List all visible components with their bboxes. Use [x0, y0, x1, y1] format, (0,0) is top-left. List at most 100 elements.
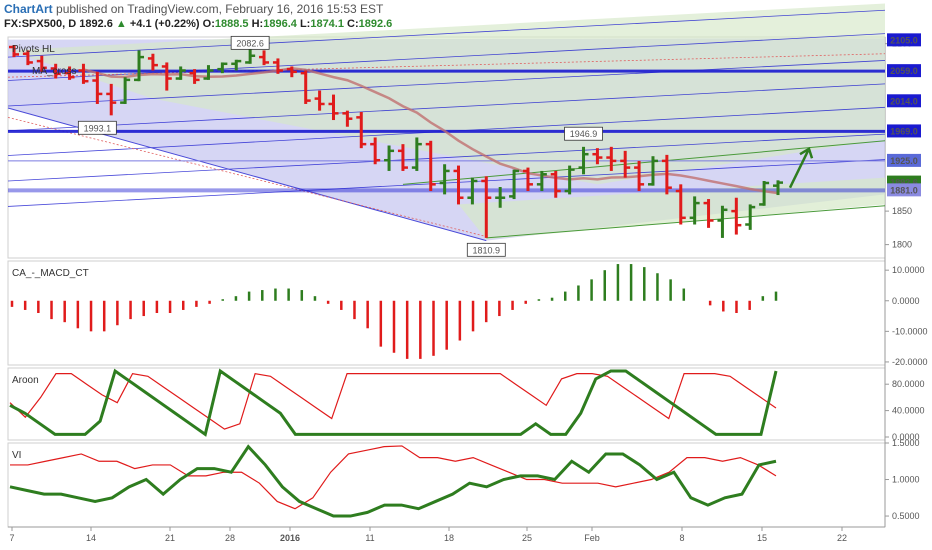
pivot-label: 1946.9 [570, 129, 598, 139]
ohlc-bar [134, 50, 145, 82]
ohlc-bar [773, 180, 783, 196]
ohlc-bar [245, 47, 256, 64]
ohlc-bar [384, 145, 395, 171]
time-axis-label: 14 [86, 533, 96, 543]
ohlc-bar [203, 65, 214, 80]
price-badge [887, 94, 921, 108]
brand-logo[interactable]: ChartArt [4, 2, 53, 16]
aroon-axis-label: 0.0000 [892, 432, 920, 442]
ohlc-bar [147, 53, 158, 71]
channel-line [7, 9, 886, 58]
ohlc-bar [495, 187, 506, 208]
moving-average-line [83, 66, 779, 195]
time-axis-label: 2016 [280, 533, 300, 543]
ohlc-bar [286, 66, 297, 78]
symbol-label: FX:SPX500, D [4, 18, 77, 30]
ohlc-bar [647, 156, 658, 186]
ohlc-bar [550, 170, 561, 198]
pivot-label: 1993.1 [84, 123, 112, 133]
ohlc-bar [703, 199, 714, 228]
time-axis-label: 7 [9, 533, 14, 543]
ohlc-bar [509, 169, 520, 200]
high-label: H: [251, 18, 264, 30]
ohlc-bar [189, 69, 200, 84]
channel-line [7, 133, 886, 182]
time-axis-label: 25 [522, 533, 532, 543]
ohlc-bar [689, 196, 700, 225]
ohlc-bar [592, 148, 603, 165]
ohlc-bar [634, 160, 645, 192]
change-value: +4.1 (+0.22%) [129, 18, 200, 30]
time-axis-label: 22 [837, 533, 847, 543]
vi-minus-line [10, 445, 777, 510]
ohlc-bar [64, 66, 75, 80]
price-axis-label: 1800 [892, 240, 912, 250]
ohlc-bar [439, 164, 450, 195]
pivot-label-box [77, 120, 117, 135]
macd-axis-label: 10.0000 [892, 265, 925, 275]
ohlc-bar [78, 63, 89, 84]
ohlc-bar [356, 112, 367, 149]
ohlc-bar [9, 45, 19, 58]
ohlc-bar [578, 146, 589, 175]
vi-axis-label: 1.0000 [892, 475, 920, 485]
ohlc-bar [22, 50, 33, 66]
ohlc-bar [620, 150, 631, 178]
ohlc-bar [675, 184, 686, 225]
ohlc-bar [731, 197, 742, 235]
ohlc-bar [161, 62, 172, 91]
price-badge-label: 2105.0 [890, 35, 918, 45]
macd-axis-label: -20.0000 [892, 357, 928, 367]
aroon-pane-title: Aroon [12, 375, 39, 386]
aroon-axis-label: 40.0000 [892, 406, 925, 416]
ohlc-bar [536, 170, 547, 192]
aroon-down-line [9, 368, 778, 437]
green-channel-fill [8, 3, 885, 185]
ohlc-bar [522, 167, 533, 192]
time-axis-label: Feb [584, 533, 600, 543]
price-badge [887, 64, 921, 78]
time-axis-label: 28 [225, 533, 235, 543]
green-trend-line [486, 205, 886, 239]
ohlc-bar [759, 180, 770, 206]
ohlc-bar [411, 137, 422, 171]
low-value: 1874.1 [310, 18, 344, 30]
publish-header: ChartArt published on TradingView.com, F… [4, 2, 383, 16]
ohlc-bar [314, 90, 325, 111]
channel-line [7, 83, 886, 132]
close-label: C: [347, 18, 359, 30]
aroon-axis-label: 80.0000 [892, 379, 925, 389]
ohlc-bar [342, 110, 353, 127]
ohlc-bar [717, 205, 728, 238]
ohlc-bar [50, 63, 61, 79]
ohlc-bar [217, 62, 228, 74]
ohlc-bar [92, 71, 103, 104]
ohlc-bar [425, 140, 436, 192]
ohlc-bar [467, 177, 478, 205]
vi-axis-label: 0.5000 [892, 511, 920, 521]
pane-frame [7, 442, 886, 528]
time-axis-label: 8 [679, 533, 684, 543]
ohlc-bar [606, 146, 617, 171]
ohlc-bar [745, 204, 756, 230]
macd-axis-label: -10.0000 [892, 326, 928, 336]
publish-info: published on TradingView.com, February 1… [56, 2, 384, 16]
ohlc-header: FX:SPX500, D 1892.6 ▲ +4.1 (+0.22%) O:18… [4, 18, 392, 30]
channel-line [7, 60, 886, 107]
price-badge [887, 183, 921, 197]
channel-line [7, 159, 886, 207]
time-axis-label: 11 [365, 533, 374, 543]
ohlc-bar [120, 77, 131, 104]
price-badge [887, 153, 921, 167]
ohlc-bar [328, 94, 339, 121]
macd-pane-title: CA_-_MACD_CT [12, 268, 89, 279]
time-axis-label: 21 [165, 533, 175, 543]
macd-axis-label: 0.0000 [892, 296, 920, 306]
pivot-label-box [466, 242, 506, 257]
green-upper-line [402, 140, 886, 185]
price-badge-label: 1925.0 [890, 156, 918, 166]
vi-axis-label: 1.5000 [892, 438, 920, 448]
vi-pane-title: VI [12, 450, 21, 461]
ohlc-bar [300, 70, 311, 104]
